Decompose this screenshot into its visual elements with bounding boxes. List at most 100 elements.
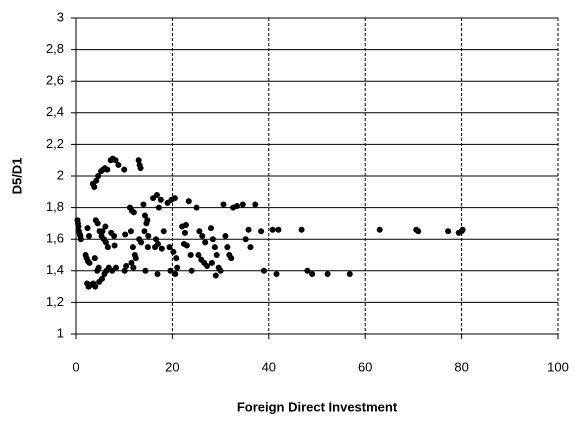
point bbox=[298, 226, 305, 233]
point bbox=[99, 275, 106, 282]
point bbox=[142, 267, 149, 274]
point bbox=[208, 259, 215, 266]
point bbox=[224, 244, 231, 251]
x-tick-label: 100 bbox=[547, 359, 569, 374]
point bbox=[75, 223, 82, 230]
point bbox=[376, 226, 383, 233]
point bbox=[140, 201, 147, 208]
point bbox=[86, 233, 93, 240]
point bbox=[155, 204, 162, 211]
point bbox=[183, 242, 190, 249]
point bbox=[275, 226, 282, 233]
point bbox=[112, 157, 119, 164]
point bbox=[172, 270, 179, 277]
point bbox=[121, 267, 128, 274]
point bbox=[260, 267, 267, 274]
point bbox=[207, 225, 214, 232]
point bbox=[154, 240, 161, 247]
point bbox=[86, 259, 93, 266]
point bbox=[154, 270, 161, 277]
point bbox=[123, 263, 130, 270]
point bbox=[269, 226, 276, 233]
point bbox=[204, 263, 211, 270]
point bbox=[95, 264, 102, 271]
point bbox=[252, 201, 259, 208]
y-tick-label: 1,4 bbox=[46, 262, 64, 277]
point bbox=[122, 231, 129, 238]
point bbox=[233, 203, 240, 210]
point bbox=[196, 228, 203, 235]
point bbox=[185, 198, 192, 205]
point bbox=[93, 177, 100, 184]
point bbox=[94, 220, 101, 227]
point bbox=[324, 270, 331, 277]
y-tick-label: 1 bbox=[57, 325, 64, 340]
point bbox=[144, 244, 151, 251]
x-tick-label: 20 bbox=[165, 359, 179, 374]
point bbox=[102, 239, 109, 246]
y-tick-label: 2,4 bbox=[46, 104, 64, 119]
point bbox=[153, 236, 160, 243]
point bbox=[141, 212, 148, 219]
point bbox=[199, 233, 206, 240]
point bbox=[99, 228, 106, 235]
point bbox=[239, 201, 246, 208]
point bbox=[182, 221, 189, 228]
point bbox=[84, 225, 91, 232]
point bbox=[273, 270, 280, 277]
point bbox=[145, 233, 152, 240]
y-tick-label: 2 bbox=[57, 167, 64, 182]
point bbox=[258, 228, 265, 235]
point bbox=[188, 267, 195, 274]
point bbox=[121, 166, 128, 173]
point bbox=[174, 264, 181, 271]
point bbox=[158, 245, 165, 252]
point bbox=[102, 223, 109, 230]
point bbox=[247, 244, 254, 251]
point bbox=[193, 204, 200, 211]
point bbox=[209, 236, 216, 243]
point bbox=[127, 228, 134, 235]
point bbox=[137, 165, 144, 172]
x-axis-title: Foreign Direct Investment bbox=[237, 399, 398, 414]
point bbox=[181, 229, 188, 236]
point bbox=[222, 233, 229, 240]
point bbox=[91, 255, 98, 262]
point bbox=[346, 270, 353, 277]
x-tick-label: 40 bbox=[262, 359, 276, 374]
y-tick-label: 2,2 bbox=[46, 136, 64, 151]
point bbox=[220, 201, 227, 208]
point bbox=[129, 244, 136, 251]
point bbox=[113, 264, 120, 271]
point bbox=[171, 195, 178, 202]
point bbox=[157, 196, 164, 203]
point bbox=[115, 161, 122, 168]
y-tick-label: 3 bbox=[57, 9, 64, 24]
point bbox=[138, 239, 145, 246]
point bbox=[304, 267, 311, 274]
point bbox=[217, 267, 224, 274]
point bbox=[153, 191, 160, 198]
point bbox=[166, 244, 173, 251]
point bbox=[144, 217, 151, 224]
point bbox=[92, 283, 99, 290]
point bbox=[104, 166, 111, 173]
point bbox=[173, 255, 180, 262]
x-tick-label: 0 bbox=[72, 359, 79, 374]
point bbox=[91, 184, 98, 191]
point bbox=[132, 255, 139, 262]
y-tick-label: 1,2 bbox=[46, 294, 64, 309]
point bbox=[415, 228, 422, 235]
y-tick-label: 1,6 bbox=[46, 231, 64, 246]
point bbox=[213, 252, 220, 258]
point bbox=[104, 244, 111, 251]
point bbox=[187, 252, 194, 258]
point bbox=[77, 236, 84, 243]
point bbox=[195, 252, 202, 258]
point bbox=[228, 255, 235, 262]
point bbox=[445, 228, 452, 235]
point bbox=[202, 239, 209, 246]
point bbox=[130, 209, 137, 216]
x-tick-label: 60 bbox=[358, 359, 372, 374]
